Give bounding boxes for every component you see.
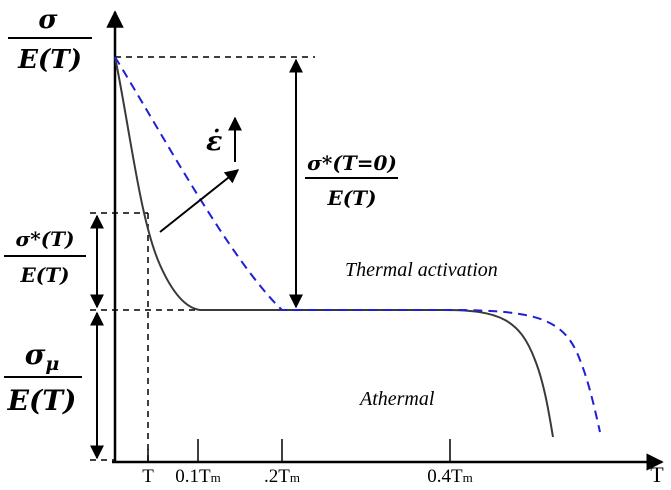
sigma-mu-numerator: σμ <box>25 338 60 375</box>
tick-label-t: T <box>142 466 154 487</box>
x-axis-label: T <box>650 462 664 487</box>
y-axis-label-numerator: σ <box>38 5 58 35</box>
y-axis-label-denominator: E(T) <box>17 45 82 75</box>
dashed-curve <box>114 56 601 433</box>
thermal-activation-label: Thermal activation <box>345 259 498 281</box>
tick-label-0.4tm: 0.4Tm <box>427 466 472 487</box>
sigma0-numerator: σ*(T=0) <box>307 151 397 175</box>
sigma-mu-denominator: E(T) <box>7 384 77 417</box>
sigma-star-denominator: E(T) <box>19 263 69 287</box>
tick-label-0.2tm: .2Tm <box>264 466 300 487</box>
strain-rate-label: ε̇ <box>206 126 222 157</box>
athermal-label: Athermal <box>358 388 435 410</box>
sigma-star-numerator: σ*(T) <box>15 227 74 251</box>
tick-label-0.1tm: 0.1Tm <box>175 466 220 487</box>
sigma0-denominator: E(T) <box>326 186 376 210</box>
strain-rate-arrow <box>159 169 240 233</box>
solid-curve <box>114 56 554 438</box>
